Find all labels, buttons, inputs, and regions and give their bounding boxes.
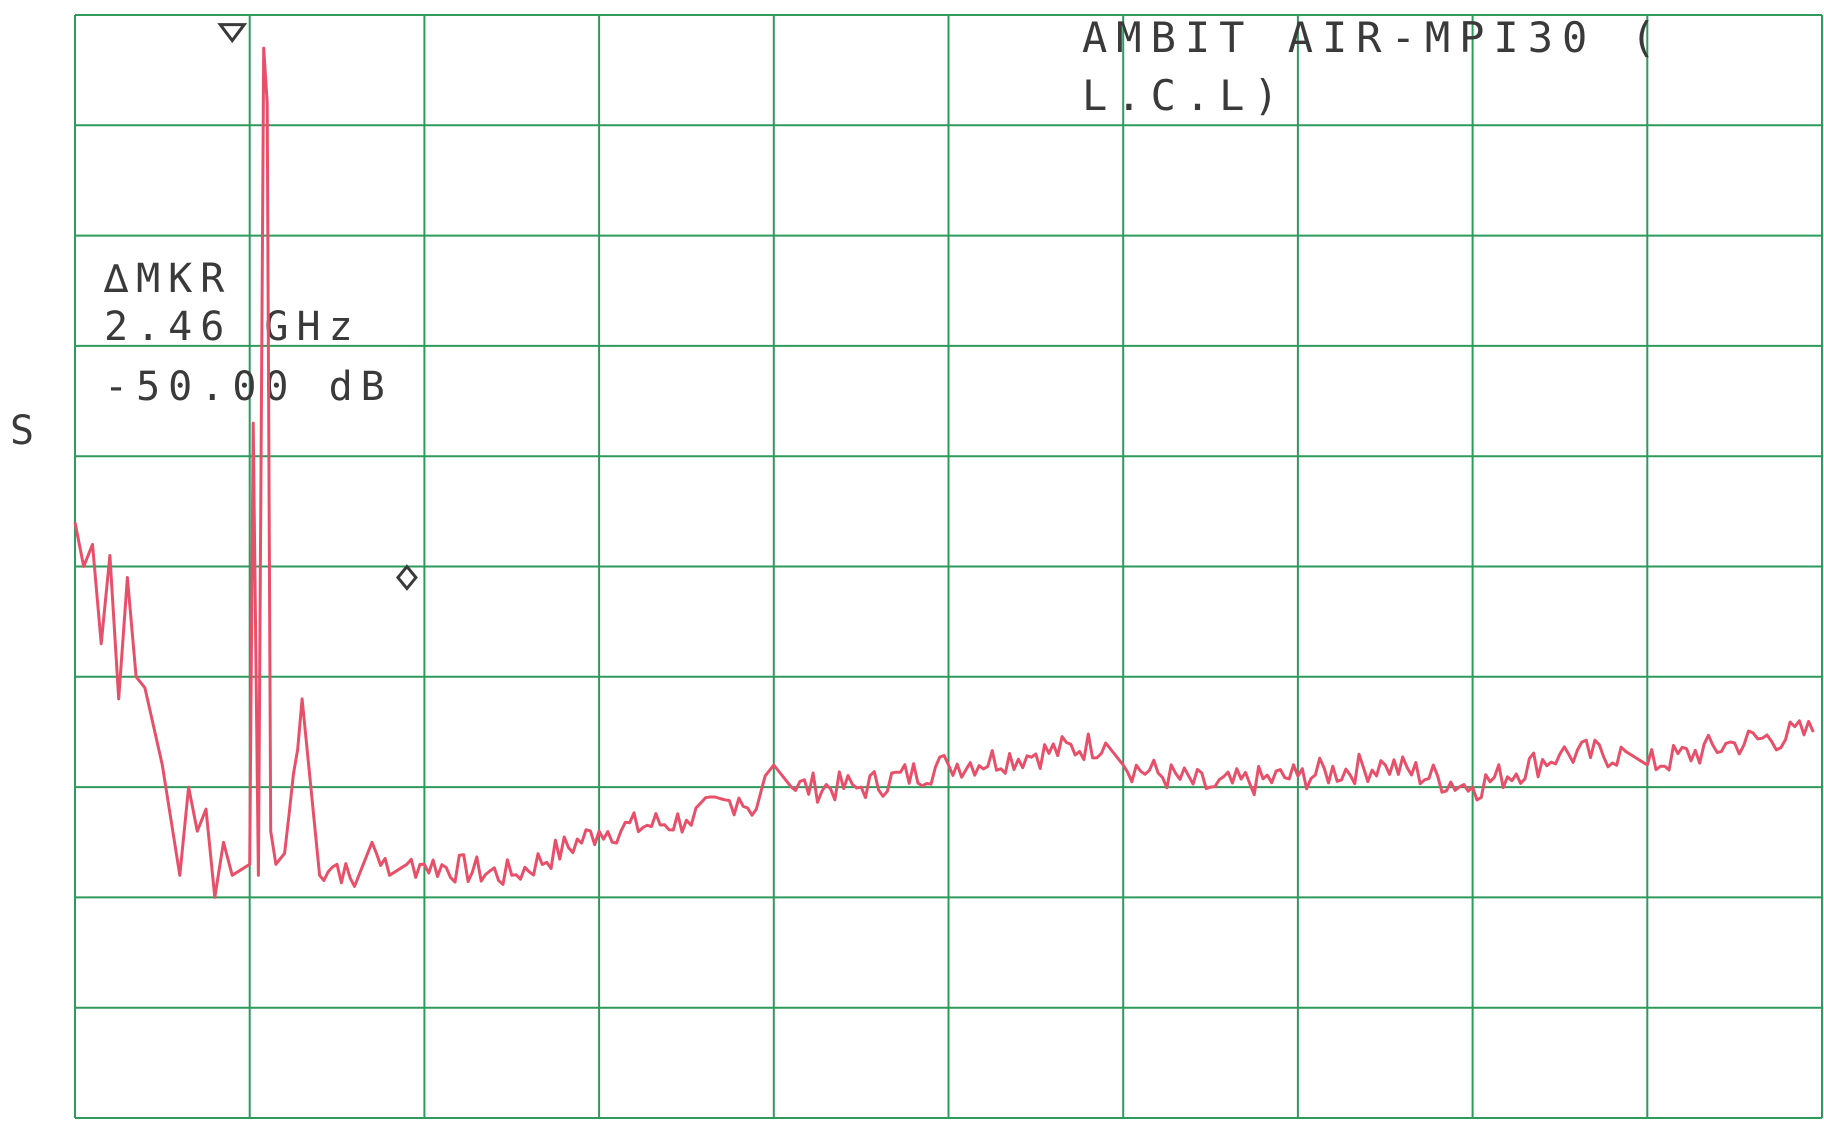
marker-header-label: ∆MKR bbox=[103, 256, 232, 302]
graticule-grid bbox=[74, 14, 1823, 1119]
marker-diamond-icon bbox=[395, 564, 418, 591]
side-label-s: S bbox=[10, 408, 34, 454]
marker-triangle-icon bbox=[217, 23, 248, 44]
spectrum-trace bbox=[73, 46, 1815, 899]
markers-group bbox=[217, 23, 418, 591]
marker-frequency-readout: 2.46 GHz bbox=[104, 304, 361, 350]
title-line-1: AMBIT AIR-MPI30 ( bbox=[1082, 13, 1665, 62]
title-line-2: L.C.L) bbox=[1082, 71, 1288, 120]
marker-level-readout: -50.00 dB bbox=[104, 364, 393, 410]
